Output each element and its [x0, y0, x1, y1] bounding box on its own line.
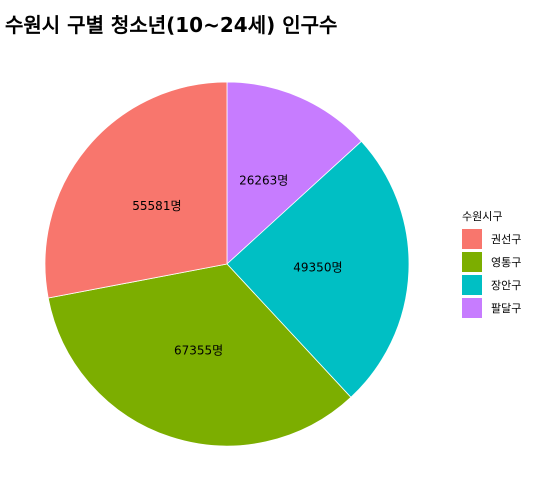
- legend-swatch-2: [462, 275, 482, 295]
- legend-swatch-1: [462, 252, 482, 272]
- legend-label-2: 장안구: [491, 279, 521, 292]
- chart-title: 수원시 구별 청소년(10~24세) 인구수: [5, 13, 337, 37]
- slice-label-0: 26263명: [239, 174, 288, 188]
- pie-slice-3: [44, 81, 228, 299]
- pie-slices: [44, 81, 410, 447]
- slice-label-3: 55581명: [132, 199, 181, 213]
- slice-labels: 26263명 49350명 67355명 55581명: [132, 174, 342, 358]
- legend-label-1: 영통구: [491, 256, 521, 269]
- legend-title: 수원시구: [462, 210, 502, 223]
- pie-slice-1: [226, 140, 410, 398]
- legend-swatch-3: [462, 298, 482, 318]
- legend-label-0: 권선구: [491, 233, 521, 246]
- pie-slice-2: [47, 263, 352, 447]
- legend-label-3: 팔달구: [491, 302, 521, 315]
- legend-swatch-0: [462, 229, 482, 249]
- slice-label-1: 49350명: [293, 261, 342, 275]
- pie-slice-0: [226, 81, 363, 265]
- slice-label-2: 67355명: [174, 344, 223, 358]
